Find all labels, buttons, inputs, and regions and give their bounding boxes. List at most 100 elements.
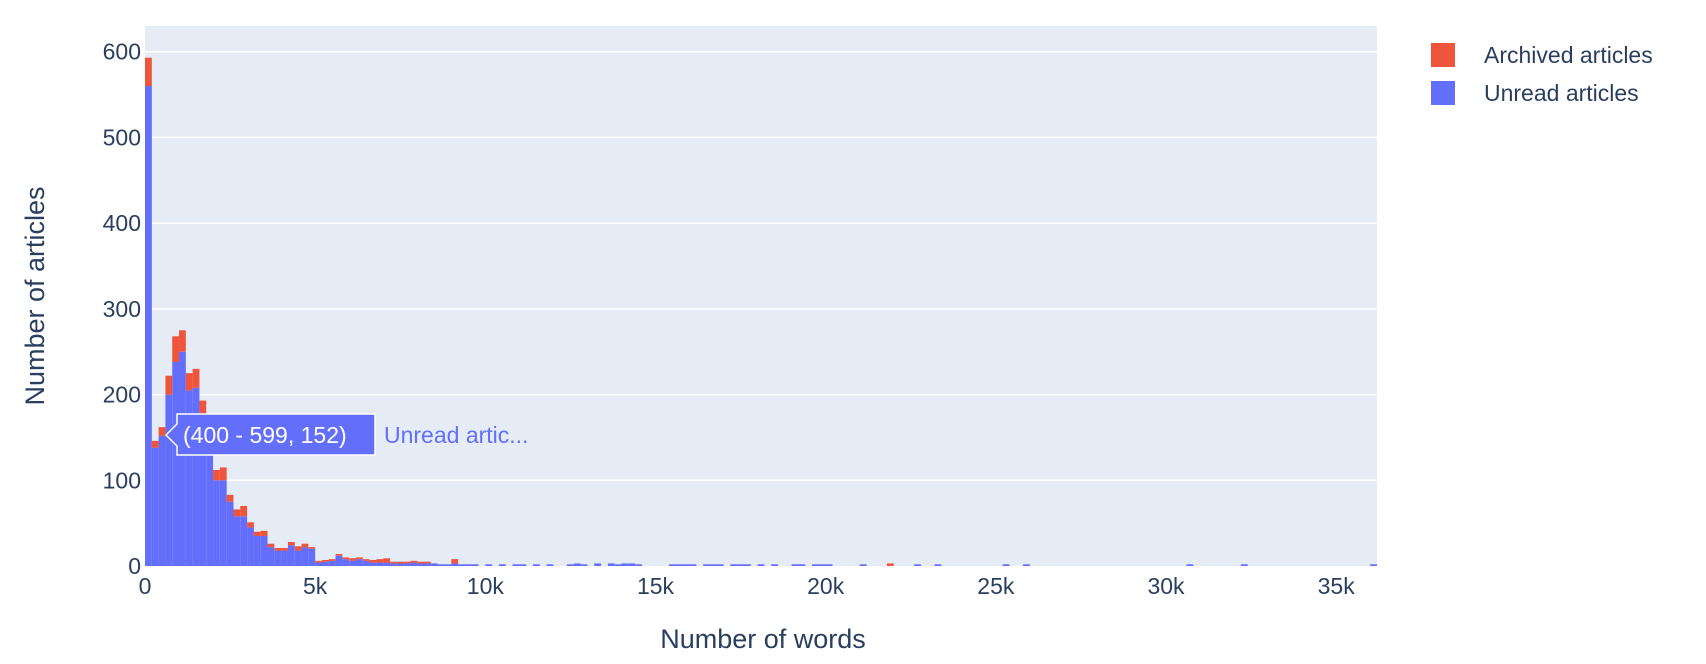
- archived-bar[interactable]: [179, 330, 186, 352]
- unread-bar[interactable]: [172, 362, 180, 566]
- archived-bar[interactable]: [362, 559, 370, 561]
- unread-bar[interactable]: [396, 563, 404, 566]
- archived-bar[interactable]: [247, 522, 254, 528]
- unread-bar[interactable]: [390, 563, 397, 566]
- archived-bar[interactable]: [376, 559, 384, 563]
- unread-bar[interactable]: [573, 563, 581, 566]
- archived-bar[interactable]: [356, 557, 363, 560]
- unread-bar[interactable]: [369, 562, 377, 566]
- archived-bar[interactable]: [349, 558, 357, 561]
- archived-bar[interactable]: [396, 561, 404, 564]
- legend-item-unread[interactable]: Unread articles: [1431, 80, 1639, 106]
- archived-bar[interactable]: [390, 561, 397, 564]
- archived-bar[interactable]: [199, 400, 207, 416]
- unread-bar[interactable]: [253, 536, 261, 566]
- unread-bar[interactable]: [512, 564, 520, 566]
- unread-bar[interactable]: [151, 447, 159, 566]
- archived-bar[interactable]: [294, 546, 302, 551]
- unread-bar[interactable]: [1186, 564, 1194, 566]
- unread-bar[interactable]: [621, 563, 629, 566]
- unread-bar[interactable]: [689, 564, 697, 566]
- unread-bar[interactable]: [294, 550, 302, 566]
- unread-bar[interactable]: [798, 564, 806, 566]
- unread-bar[interactable]: [444, 564, 452, 566]
- unread-bar[interactable]: [567, 564, 574, 566]
- unread-bar[interactable]: [437, 564, 445, 566]
- archived-bar[interactable]: [253, 531, 261, 536]
- legend-item-archived[interactable]: Archived articles: [1431, 42, 1653, 68]
- archived-bar[interactable]: [451, 559, 459, 564]
- unread-bar[interactable]: [165, 394, 173, 566]
- archived-bar[interactable]: [185, 373, 193, 391]
- unread-bar[interactable]: [458, 564, 465, 566]
- unread-bar[interactable]: [1002, 564, 1010, 566]
- unread-bar[interactable]: [594, 563, 602, 566]
- unread-bar[interactable]: [743, 564, 751, 566]
- unread-bar[interactable]: [716, 564, 724, 566]
- unread-bar[interactable]: [247, 527, 254, 566]
- unread-bar[interactable]: [213, 480, 220, 566]
- unread-bar[interactable]: [383, 562, 391, 566]
- archived-bar[interactable]: [886, 563, 894, 566]
- archived-bar[interactable]: [274, 548, 282, 551]
- archived-bar[interactable]: [281, 548, 288, 551]
- unread-bar[interactable]: [403, 563, 411, 566]
- archived-bar[interactable]: [172, 336, 180, 362]
- unread-bar[interactable]: [757, 564, 765, 566]
- unread-bar[interactable]: [471, 564, 479, 566]
- unread-bar[interactable]: [614, 564, 622, 566]
- unread-bar[interactable]: [335, 555, 343, 566]
- archived-bar[interactable]: [424, 561, 431, 564]
- unread-bar[interactable]: [675, 564, 683, 566]
- unread-bar[interactable]: [430, 563, 438, 566]
- unread-bar[interactable]: [308, 548, 316, 566]
- archived-bar[interactable]: [267, 543, 275, 548]
- unread-bar[interactable]: [1240, 564, 1248, 566]
- unread-bar[interactable]: [185, 390, 193, 566]
- unread-bar[interactable]: [321, 561, 329, 566]
- unread-bar[interactable]: [145, 86, 152, 566]
- unread-bar[interactable]: [635, 564, 642, 566]
- archived-bar[interactable]: [151, 440, 159, 448]
- unread-bar[interactable]: [410, 562, 418, 566]
- archived-bar[interactable]: [192, 368, 200, 388]
- archived-bar[interactable]: [410, 560, 418, 563]
- unread-bar[interactable]: [709, 564, 717, 566]
- unread-bar[interactable]: [179, 351, 186, 566]
- unread-bar[interactable]: [1370, 564, 1377, 566]
- unread-bar[interactable]: [206, 437, 214, 566]
- unread-bar[interactable]: [464, 564, 472, 566]
- archived-bar[interactable]: [335, 554, 343, 556]
- archived-bar[interactable]: [219, 467, 227, 481]
- unread-bar[interactable]: [1023, 564, 1030, 566]
- unread-bar[interactable]: [682, 564, 690, 566]
- unread-bar[interactable]: [519, 564, 527, 566]
- unread-bar[interactable]: [240, 516, 248, 566]
- unread-bar[interactable]: [825, 564, 833, 566]
- unread-bar[interactable]: [356, 559, 363, 566]
- unread-bar[interactable]: [703, 564, 710, 566]
- unread-bar[interactable]: [669, 564, 676, 566]
- unread-bar[interactable]: [730, 564, 738, 566]
- unread-bar[interactable]: [226, 501, 234, 566]
- unread-bar[interactable]: [274, 550, 282, 566]
- unread-bar[interactable]: [342, 559, 350, 566]
- unread-bar[interactable]: [791, 564, 799, 566]
- unread-bar[interactable]: [260, 536, 268, 566]
- unread-bar[interactable]: [580, 564, 588, 566]
- archived-bar[interactable]: [403, 561, 411, 564]
- unread-bar[interactable]: [233, 516, 241, 566]
- unread-bar[interactable]: [628, 563, 636, 566]
- unread-bar[interactable]: [376, 562, 384, 566]
- unread-bar[interactable]: [349, 560, 357, 566]
- unread-bar[interactable]: [498, 564, 506, 566]
- unread-bar[interactable]: [219, 480, 227, 566]
- unread-bar[interactable]: [281, 550, 288, 566]
- unread-bar[interactable]: [607, 563, 615, 566]
- unread-bar[interactable]: [328, 560, 336, 566]
- unread-bar[interactable]: [417, 563, 425, 566]
- unread-bar[interactable]: [362, 560, 370, 566]
- archived-bar[interactable]: [328, 559, 336, 561]
- unread-bar[interactable]: [771, 564, 779, 566]
- archived-bar[interactable]: [383, 558, 391, 563]
